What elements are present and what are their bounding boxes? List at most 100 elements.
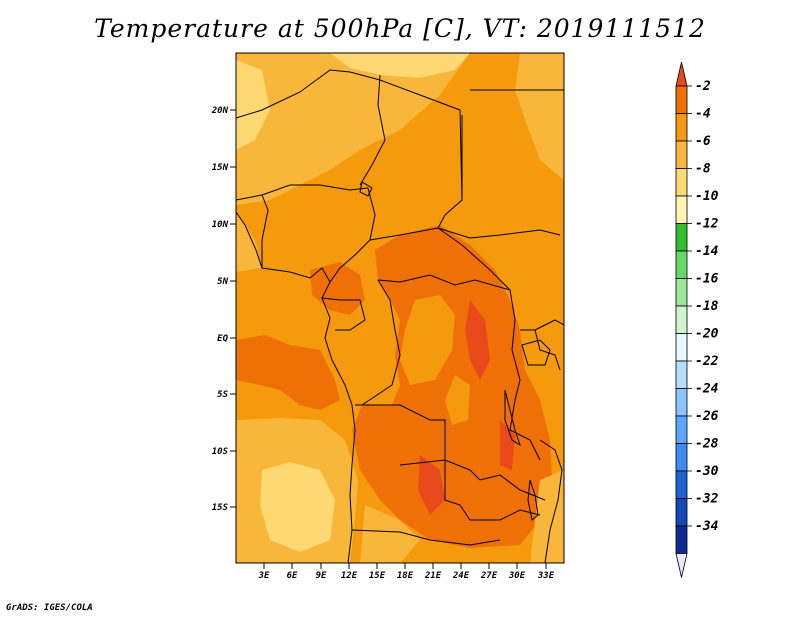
field-warm-westcoast	[236, 335, 340, 410]
field-cooler-southwest	[260, 462, 335, 552]
colorbar-label: -20	[695, 327, 719, 342]
colorbar-label: -12	[695, 217, 719, 232]
lat-label-10S: 10S	[212, 447, 229, 457]
colorbar-label: -10	[695, 189, 719, 204]
lat-label-20N: 20N	[211, 106, 229, 116]
lat-tick-15N: 15N	[212, 163, 236, 173]
lon-label-24E: 24E	[452, 571, 470, 581]
field-band-nw-strip	[236, 60, 270, 150]
colorbar-label: -26	[695, 409, 719, 424]
lat-label-15S: 15S	[212, 503, 229, 513]
lon-label-21E: 21E	[424, 571, 442, 581]
field-cool-southeast	[530, 470, 564, 563]
colorbar-box	[675, 305, 688, 334]
lon-tick-30E: 30E	[508, 563, 526, 581]
lat-label-5N: 5N	[217, 277, 228, 287]
border-chad-sudan	[437, 115, 463, 229]
colorbar-label: -24	[695, 382, 719, 397]
colorbar-label: -4	[695, 107, 711, 122]
lon-tick-12E: 12E	[341, 563, 358, 581]
colorbar-top-triangle	[675, 61, 688, 87]
field-band-west	[236, 210, 262, 272]
field-mid-interior-1	[400, 295, 455, 385]
border-congo-drc	[361, 279, 401, 406]
lat-tick-5N: 5N	[217, 277, 236, 287]
border-benin	[261, 194, 269, 268]
map-title: Temperature at 500hPa [C], VT: 201911151…	[94, 14, 706, 43]
colorbar-box	[675, 470, 688, 499]
border-drc-angola	[355, 404, 546, 501]
lon-tick-24E: 24E	[452, 563, 470, 581]
border-east-lakes	[520, 329, 561, 371]
lat-tick-10S: 10S	[212, 447, 236, 457]
colorbar-label: -34	[695, 519, 719, 534]
border-tanzania-mozambique	[539, 439, 563, 563]
border-drc-east	[509, 289, 541, 461]
colorbar-box	[675, 415, 688, 444]
field-band-northwest	[236, 53, 470, 205]
colorbar: -2 -4 -6 -8 -10 -12 -14 -16 -18 -20 -22 -24 -26 -28 -3…	[675, 61, 719, 578]
field-cool-south-center	[360, 505, 420, 563]
lat-label-EQ: EQ	[217, 334, 228, 344]
temperature-field	[236, 53, 564, 563]
border-kenya	[534, 319, 564, 331]
colorbar-label: -30	[695, 464, 719, 479]
colorbar-label: -14	[695, 244, 719, 259]
latitude-axis: 20N 15N 10N 5N EQ 5S 10S 15S	[211, 106, 236, 513]
colorbar-label: -2	[695, 79, 711, 94]
lat-tick-15S: 15S	[212, 503, 236, 513]
lon-tick-18E: 18E	[397, 563, 414, 581]
lon-label-18E: 18E	[397, 571, 414, 581]
lake-tanganyika	[504, 389, 521, 447]
border-car	[369, 227, 511, 291]
border-gabon	[321, 297, 366, 331]
colorbar-box	[675, 525, 688, 554]
lon-label-3E: 3E	[258, 571, 270, 581]
longitude-axis: 3E 6E 9E 12E 15E 18E 21E 24E 27E 30E 33E	[258, 563, 555, 581]
field-band-northeast	[515, 53, 564, 180]
lon-label-15E: 15E	[369, 571, 386, 581]
lat-label-15N: 15N	[212, 163, 229, 173]
border-sudan-ssudan	[437, 227, 561, 239]
colorbar-label: -16	[695, 272, 719, 287]
lat-label-5S: 5S	[217, 390, 228, 400]
colorbar-box	[675, 195, 688, 224]
colorbar-box	[675, 113, 688, 142]
colorbar-box	[675, 333, 688, 362]
lon-tick-33E: 33E	[537, 563, 555, 581]
colorbar-label: -18	[695, 299, 719, 314]
lake-victoria	[521, 339, 551, 366]
border-car-south	[377, 274, 511, 291]
lon-tick-15E: 15E	[369, 563, 386, 581]
lon-label-33E: 33E	[537, 571, 555, 581]
border-niger-algeria	[236, 69, 463, 201]
colorbar-box	[675, 85, 688, 114]
border-libya-chad	[359, 74, 386, 186]
border-nigeria-cameroon	[329, 187, 376, 283]
lake-malawi	[527, 479, 539, 521]
lat-tick-5S: 5S	[217, 390, 236, 400]
lake-chad	[359, 181, 373, 197]
colorbar-label: -32	[695, 492, 719, 507]
lon-tick-21E: 21E	[424, 563, 442, 581]
lon-label-9E: 9E	[316, 571, 327, 581]
field-hot-patch-3	[500, 420, 515, 470]
field-band-north-top	[330, 53, 470, 78]
lat-tick-EQ: EQ	[217, 334, 236, 344]
colorbar-box	[675, 278, 688, 307]
colorbar-label: -8	[695, 162, 711, 177]
border-angola-namibia	[351, 529, 501, 546]
colorbar-box	[675, 443, 688, 472]
colorbar-label: -6	[695, 134, 711, 149]
border-angola-zambia	[399, 459, 471, 521]
lakes	[359, 181, 551, 521]
lon-label-12E: 12E	[341, 571, 358, 581]
lon-tick-9E: 9E	[316, 563, 327, 581]
colorbar-bottom-triangle	[675, 553, 688, 578]
lat-tick-20N: 20N	[211, 106, 236, 116]
field-hot-patch-2	[418, 455, 445, 515]
lon-tick-6E: 6E	[287, 563, 298, 581]
field-mid-interior-2	[445, 375, 470, 425]
colorbar-box	[675, 388, 688, 417]
lon-tick-27E: 27E	[480, 563, 498, 581]
